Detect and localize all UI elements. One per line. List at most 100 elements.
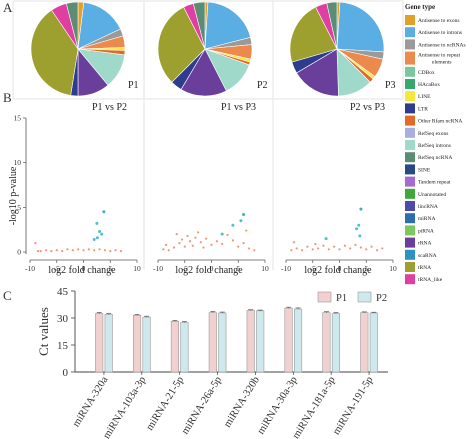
volcano-point-2-25	[175, 233, 178, 236]
volcano-point-1-14	[109, 250, 112, 253]
bar-p1-1	[133, 314, 142, 373]
legend-swatch-20	[405, 262, 415, 272]
volcano-point-1-10	[87, 248, 90, 251]
legend-label-3-cont: elements	[432, 60, 452, 66]
volcano-x-tick-label-2-3: 5	[236, 264, 240, 273]
legend-label-7: LTR	[418, 106, 428, 112]
volcano-point-1-15	[114, 249, 117, 252]
bar-p1-2	[170, 320, 179, 373]
volcano-y-tick-label-3: 15	[14, 114, 22, 123]
volcano-point-3-19	[292, 241, 296, 244]
bar-legend-swatch-p2	[357, 291, 372, 303]
volcano-point-2-4	[178, 241, 181, 245]
volcano-x-tick-label-1-4: 10	[133, 264, 141, 273]
legend-swatch-10	[405, 140, 415, 150]
volcano-point-2-11	[197, 231, 200, 234]
volcano-point-2-20	[237, 245, 240, 248]
legend-label-3: Antisense to repeat	[418, 53, 461, 59]
bar-category-label-7: miRNA-191-5p	[331, 375, 376, 437]
bar-p1-4	[246, 310, 255, 373]
volcano-point-2-26	[220, 232, 224, 236]
volcano-point-1-6	[66, 248, 69, 251]
legend-label-0: Antisense to exons	[418, 18, 460, 24]
volcano-y-tick-label-0: 0	[17, 248, 21, 257]
volcano-point-2-2	[167, 249, 170, 252]
bar-category-label-3: miRNA-26a-5p	[180, 375, 224, 437]
volcano-point-3-16	[370, 245, 373, 248]
bar-category-label-2: miRNA-21-5p	[144, 375, 186, 433]
volcano-point-1-21	[92, 237, 96, 241]
volcano-point-3-24	[358, 234, 362, 238]
bar-category-label-6: miRNA-181a-5p	[291, 375, 338, 439]
bar-p2-7	[369, 312, 378, 373]
panel-a-frame	[12, 0, 404, 100]
legend-label-9: RefSeq exons	[418, 130, 448, 137]
volcano-y-tick-label-1: 5	[17, 203, 21, 212]
legend-swatch-19	[405, 249, 415, 260]
volcano-point-3-14	[359, 246, 362, 249]
volcano-point-3-15	[365, 248, 368, 251]
volcano-point-2-9	[191, 244, 194, 247]
volcano-title-2: P1 vs P3	[221, 102, 256, 113]
legend-swatch-15	[405, 201, 415, 211]
volcano-point-2-15	[210, 243, 213, 246]
legend-label-17: piRNA	[418, 228, 434, 234]
volcano-point-3-21	[355, 227, 359, 231]
volcano-x-tick-label-2-0: -10	[153, 264, 163, 273]
volcano-point-2-18	[226, 233, 229, 237]
panel-label-c: C	[3, 288, 12, 303]
volcano-point-3-8	[327, 248, 330, 251]
pie-slice-2-7	[180, 48, 227, 97]
volcano-point-2-13	[202, 246, 205, 249]
volcano-point-3-9	[333, 245, 336, 248]
legend-label-20: tRNA	[418, 265, 431, 271]
volcano-x-tick-label-3-0: -10	[281, 264, 291, 273]
bar-category-label-0: miRNA-320a	[71, 374, 111, 429]
pie-label-p2: P2	[257, 80, 268, 91]
volcano-p1-vs-p3: -10 -5 0 5 10	[153, 212, 269, 273]
volcano-point-1-9	[82, 249, 85, 252]
volcano-point-1-5	[61, 250, 64, 253]
volcano-point-2-21	[242, 241, 245, 245]
bar-p2-4	[256, 310, 265, 373]
pie-slice-1-11	[65, 1, 79, 50]
volcano-point-3-5	[314, 242, 317, 246]
legend-label-19: scaRNA	[418, 253, 437, 259]
bar-p2-6	[331, 313, 340, 373]
volcano-point-3-1	[295, 247, 298, 250]
legend-swatch-3	[405, 51, 415, 65]
volcano-point-3-3	[306, 245, 309, 248]
volcano-point-1-0	[36, 250, 40, 253]
volcano-point-1-2	[44, 249, 48, 252]
gene-type-legend: Gene type Antisense to exons Antisense to…	[405, 3, 466, 285]
legend-swatch-6	[405, 91, 415, 102]
volcano-point-2-23	[253, 249, 256, 252]
volcano-point-2-17	[221, 242, 224, 246]
bar-p1-6	[322, 312, 331, 373]
volcano-x-axis-label-3: log2 fold change	[304, 265, 372, 276]
bar-p1-7	[360, 312, 369, 373]
volcano-point-2-24	[245, 229, 248, 232]
volcano-point-3-7	[322, 244, 325, 247]
volcano-x-tick-label-3-1: -5	[310, 264, 316, 273]
legend-swatch-18	[405, 237, 415, 248]
pie-p3	[289, 1, 385, 97]
legend-swatch-12	[405, 164, 415, 175]
panel-label-b: B	[3, 90, 12, 105]
volcano-x-tick-label-1-2: 0	[82, 264, 86, 273]
volcano-point-3-6	[317, 247, 320, 250]
volcano-x-tick-label-3-3: 5	[364, 264, 368, 273]
volcano-point-2-14	[205, 237, 208, 240]
legend-label-1: Antisense to introns	[418, 30, 462, 36]
volcano-point-1-20	[100, 232, 104, 236]
volcano-point-1-7	[71, 249, 74, 252]
bar-category-label-1: miRNA-103a-3p	[101, 375, 148, 439]
pie-p2	[157, 1, 253, 97]
volcano-x-tick-label-3-2: 0	[338, 264, 342, 273]
volcano-p1-vs-p2: -10 -5 0 5 10 0 5 10 15	[14, 114, 142, 274]
volcano-point-2-6	[183, 245, 186, 248]
volcano-point-3-4	[311, 248, 314, 251]
panel-label-a: A	[3, 0, 13, 15]
legend-swatch-8	[405, 115, 415, 126]
